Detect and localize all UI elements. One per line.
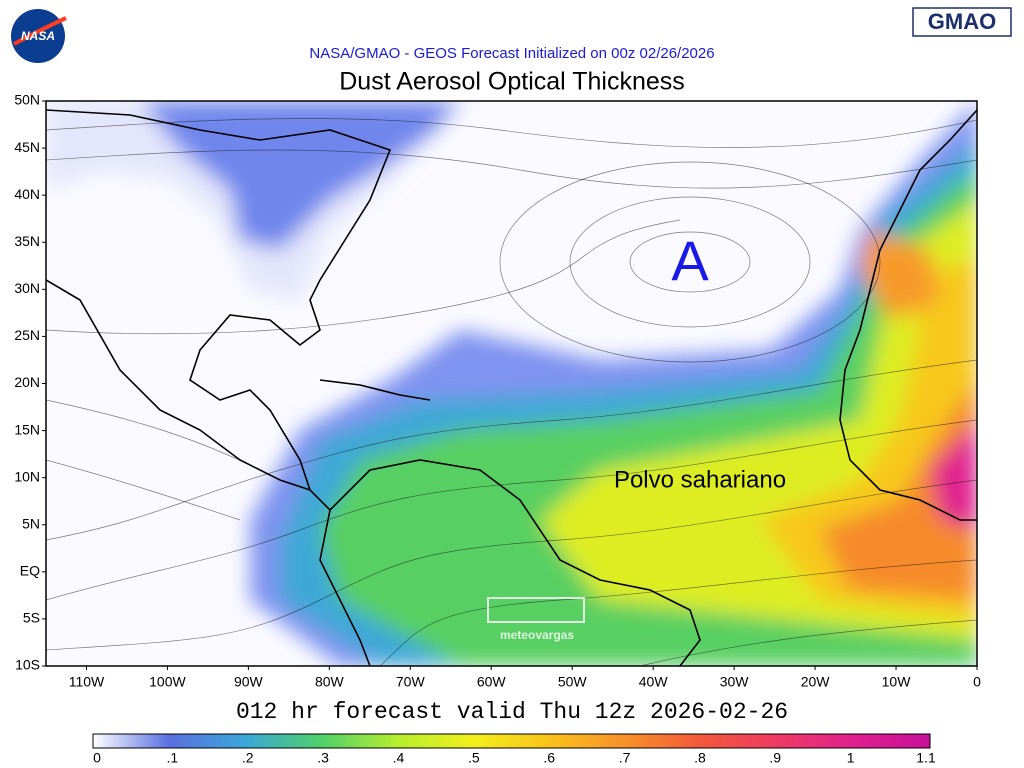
colorbar: [92, 733, 931, 749]
lat-label: 45N: [14, 139, 40, 155]
lat-label: 35N: [14, 233, 40, 249]
colorbar-label: .5: [468, 750, 480, 766]
dust-field: [46, 101, 977, 666]
nasa-text: NASA: [21, 29, 55, 43]
lon-label: 40W: [639, 674, 669, 690]
colorbar-label: 1: [847, 750, 855, 766]
lat-label: 20N: [14, 374, 40, 390]
lat-label: EQ: [20, 563, 40, 579]
lon-label: 110W: [69, 674, 105, 690]
watermark-text: meteovargas: [500, 628, 574, 642]
lat-label: 5N: [22, 515, 40, 531]
gmao-logo: GMAO: [912, 7, 1012, 37]
colorbar-label: .8: [694, 750, 706, 766]
colorbar-label: .1: [167, 750, 179, 766]
colorbar-label: 1.1: [916, 750, 936, 766]
colorbar-label: .2: [242, 750, 254, 766]
footer: 012 hr forecast valid Thu 12z 2026-02-26: [236, 699, 788, 725]
lon-label: 20W: [801, 674, 831, 690]
colorbar-label: .6: [543, 750, 555, 766]
streamlines: [46, 118, 977, 666]
lon-label: 60W: [477, 674, 507, 690]
lat-label: 30N: [14, 280, 40, 296]
colorbar-label: .7: [619, 750, 631, 766]
colorbar-label: .3: [317, 750, 329, 766]
lat-axis: 50N 45N 40N 35N 30N 25N 20N 15N 10N 5N EQ 5S 10S: [14, 92, 46, 673]
colorbar-label: .4: [393, 750, 405, 766]
colorbar-label: 0: [93, 750, 101, 766]
nasa-logo: NASA: [11, 9, 67, 63]
lon-label: 30W: [720, 674, 750, 690]
lat-label: 50N: [14, 92, 40, 108]
lon-label: 80W: [315, 674, 345, 690]
lat-label: 10S: [15, 657, 40, 673]
lon-label: 10W: [882, 674, 912, 690]
lon-label: 50W: [558, 674, 588, 690]
high-pressure-label: A: [671, 229, 709, 292]
lat-label: 15N: [14, 421, 40, 437]
lon-label: 90W: [234, 674, 264, 690]
lat-label: 10N: [14, 468, 40, 484]
dust-label: Polvo sahariano: [614, 466, 786, 493]
lat-label: 25N: [14, 327, 40, 343]
colorbar-labels: 0 .1 .2 .3 .4 .5 .6 .7 .8 .9 1 1.1: [93, 750, 936, 766]
title: Dust Aerosol Optical Thickness: [339, 68, 685, 96]
gmao-text: GMAO: [928, 9, 996, 34]
lon-label: 0: [973, 674, 981, 690]
lat-label: 5S: [23, 610, 40, 626]
lon-label: 100W: [149, 674, 186, 690]
lon-axis: 110W 100W 90W 80W 70W 60W 50W 40W 30W 20W 10W 0: [69, 666, 981, 690]
coastlines: [46, 109, 977, 666]
lon-label: 70W: [396, 674, 426, 690]
map: A Polvo sahariano meteovargas: [46, 101, 977, 666]
subtitle: NASA/GMAO - GEOS Forecast Initialized on…: [309, 45, 714, 62]
lat-label: 40N: [14, 186, 40, 202]
watermark: meteovargas: [487, 597, 585, 642]
colorbar-label: .9: [769, 750, 781, 766]
